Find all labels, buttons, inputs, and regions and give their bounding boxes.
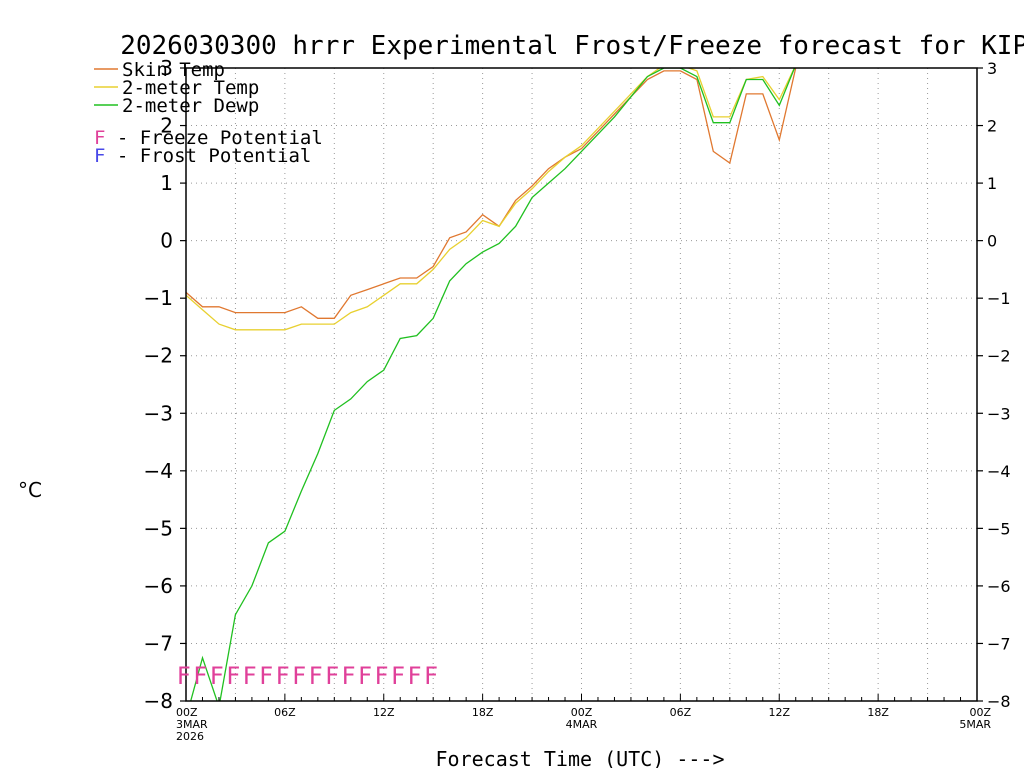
legend-label-2m-dewp: 2-meter Dewp: [122, 95, 259, 117]
x-axis-label: Forecast Time (UTC) --->: [436, 747, 725, 768]
freeze-flag-10: F: [342, 662, 356, 690]
legend-frost-label: - Frost Potential: [105, 145, 311, 167]
freeze-flag-14: F: [408, 662, 422, 690]
y-tick-label-left-1: −7: [144, 631, 173, 655]
x-tick-label-7: 18Z: [867, 706, 889, 719]
freeze-flag-9: F: [325, 662, 339, 690]
freeze-flag-15: F: [424, 662, 438, 690]
y-tick-label-right-7: −1: [987, 289, 1011, 308]
x-tick-date-4: 4MAR: [566, 718, 598, 731]
y-tick-label-left-7: −1: [144, 286, 173, 310]
x-tick-label-5: 06Z: [670, 706, 692, 719]
freeze-flag-0: F: [177, 662, 191, 690]
x-tick-label-3: 18Z: [472, 706, 494, 719]
y-tick-label-left-5: −3: [144, 401, 173, 425]
x-tick-label-6: 12Z: [768, 706, 790, 719]
y-tick-label-left-4: −4: [144, 459, 173, 483]
series-line-2-meter-temp: [186, 65, 796, 330]
x-tick-label-2: 12Z: [373, 706, 395, 719]
x-tick-date-8: 5MAR: [959, 718, 991, 731]
freeze-flag-11: F: [358, 662, 372, 690]
frost-freeze-chart: −8 −8−7 −7−6 −6−5 −5−4 −4−3 −3−2 −2−1 −10 01 12 23 3…: [0, 0, 1024, 768]
freeze-flag-6: F: [276, 662, 290, 690]
y-tick-label-left-9: 1: [160, 171, 173, 195]
freeze-flag-4: F: [243, 662, 257, 690]
legend-frost-item: F - Frost Potential: [94, 145, 311, 167]
y-tick-label-left-6: −2: [144, 344, 173, 368]
freeze-flag-3: F: [226, 662, 240, 690]
legend: Skin Temp 2-meter Temp 2-meter Dewp F - …: [94, 59, 323, 167]
y-tick-label-right-8: 0: [987, 232, 997, 251]
y-tick-label-right-1: −7: [987, 634, 1011, 653]
freeze-flag-5: F: [259, 662, 273, 690]
y-tick-label-right-4: −4: [987, 462, 1011, 481]
y-tick-label-left-3: −5: [144, 516, 173, 540]
y-tick-label-left-8: 0: [160, 229, 173, 253]
freeze-flag-13: F: [391, 662, 405, 690]
y-tick-label-right-9: 1: [987, 174, 997, 193]
freeze-flag-7: F: [292, 662, 306, 690]
y-tick-label-right-11: 3: [987, 59, 997, 78]
series-line-skin-temp: [186, 68, 796, 318]
freeze-flag-2: F: [210, 662, 224, 690]
y-axis-label: °C: [18, 478, 42, 502]
x-tick-label-1: 06Z: [274, 706, 296, 719]
freeze-flag-12: F: [375, 662, 389, 690]
y-tick-label-left-2: −6: [144, 574, 173, 598]
y-tick-label-right-3: −5: [987, 519, 1011, 538]
chart-title: 2026030300 hrrr Experimental Frost/Freez…: [120, 31, 1024, 61]
freeze-flag-8: F: [309, 662, 323, 690]
y-tick-label-left-0: −8: [144, 689, 173, 713]
freeze-flag-1: F: [193, 662, 207, 690]
y-tick-label-right-6: −2: [987, 347, 1011, 366]
y-tick-label-right-2: −6: [987, 577, 1011, 596]
y-tick-label-right-5: −3: [987, 404, 1011, 423]
legend-frost-letter: F: [94, 145, 105, 167]
x-tick-year-0: 2026: [176, 730, 204, 743]
y-tick-label-right-10: 2: [987, 117, 997, 136]
